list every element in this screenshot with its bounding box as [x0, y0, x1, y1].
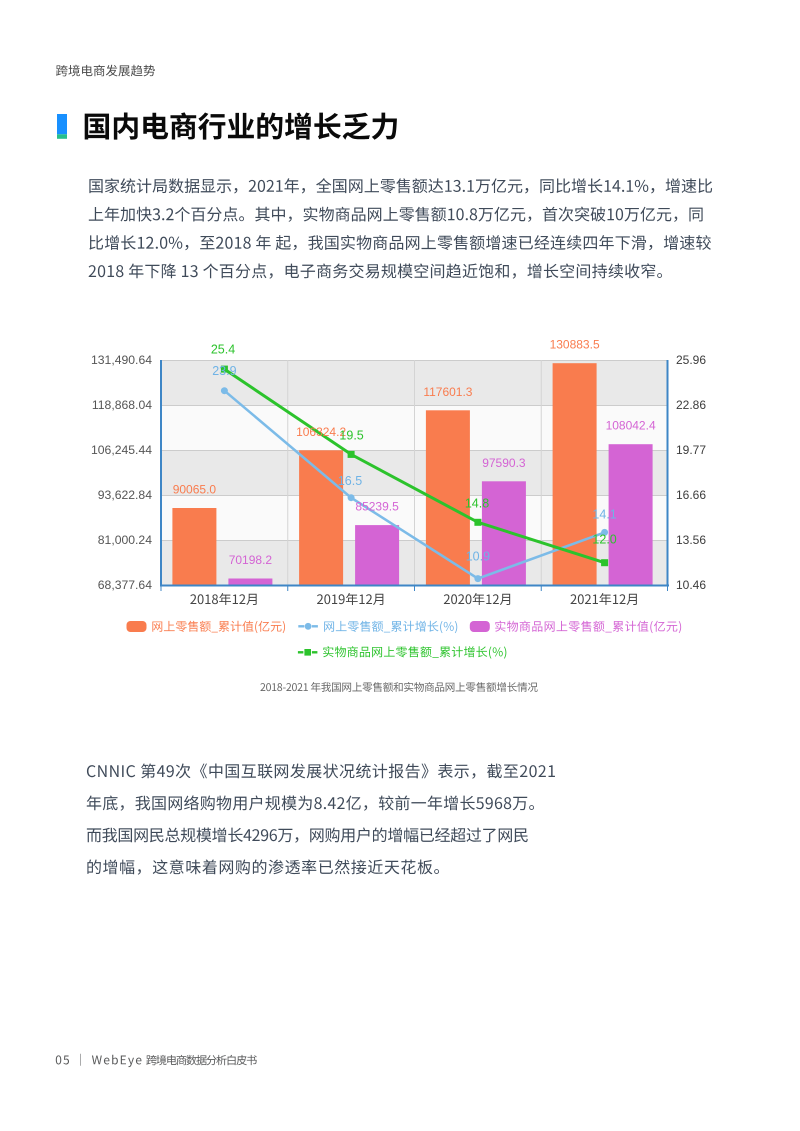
svg-text:106,245.44: 106,245.44 [91, 443, 152, 457]
svg-text:117601.3: 117601.3 [423, 385, 472, 399]
svg-text:85239.5: 85239.5 [355, 500, 399, 514]
svg-text:97590.3: 97590.3 [482, 456, 526, 470]
svg-text:106324.2: 106324.2 [296, 425, 346, 439]
svg-text:25.4: 25.4 [211, 343, 235, 357]
svg-text:23.9: 23.9 [212, 364, 236, 378]
svg-text:10.46: 10.46 [676, 578, 706, 592]
svg-text:108042.4: 108042.4 [606, 419, 656, 433]
svg-text:13.56: 13.56 [676, 533, 706, 547]
svg-text:118,868.04: 118,868.04 [92, 398, 152, 412]
svg-text:130883.5: 130883.5 [550, 338, 600, 352]
svg-text:14.8: 14.8 [465, 497, 489, 511]
svg-text:10.9: 10.9 [466, 550, 490, 564]
svg-text:68,377.64: 68,377.64 [98, 578, 152, 592]
svg-text:19.77: 19.77 [676, 443, 706, 457]
svg-text:16.66: 16.66 [676, 488, 706, 502]
svg-text:12.0: 12.0 [592, 533, 616, 547]
svg-text:14.1: 14.1 [592, 508, 616, 522]
svg-text:19.5: 19.5 [339, 429, 363, 443]
svg-text:25.96: 25.96 [676, 353, 706, 367]
svg-text:22.86: 22.86 [676, 398, 706, 412]
svg-text:81,000.24: 81,000.24 [98, 533, 152, 547]
svg-text:16.5: 16.5 [338, 474, 362, 488]
svg-text:93,622.84: 93,622.84 [98, 488, 152, 502]
svg-text:70198.2: 70198.2 [229, 553, 273, 567]
svg-text:90065.0: 90065.0 [173, 483, 217, 497]
svg-text:131,490.64: 131,490.64 [91, 353, 152, 367]
